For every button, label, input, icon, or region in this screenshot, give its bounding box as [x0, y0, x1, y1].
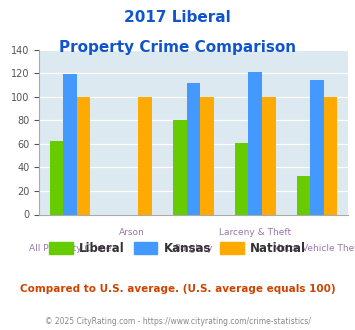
Bar [248, 72, 262, 215]
Bar [262, 97, 275, 214]
Bar [63, 74, 77, 215]
Bar [324, 97, 337, 214]
Bar [50, 142, 63, 214]
Bar [297, 176, 310, 214]
Text: Compared to U.S. average. (U.S. average equals 100): Compared to U.S. average. (U.S. average … [20, 284, 335, 294]
Text: 2017 Liberal: 2017 Liberal [124, 10, 231, 25]
Text: All Property Crime: All Property Crime [29, 244, 111, 253]
Text: © 2025 CityRating.com - https://www.cityrating.com/crime-statistics/: © 2025 CityRating.com - https://www.city… [45, 317, 310, 326]
Bar [138, 97, 152, 214]
Bar [200, 97, 214, 214]
Text: Arson: Arson [119, 228, 144, 237]
Text: Motor Vehicle Theft: Motor Vehicle Theft [273, 244, 355, 253]
Text: Burglary: Burglary [174, 244, 213, 253]
Bar [310, 80, 324, 214]
Bar [173, 120, 187, 214]
Bar [235, 143, 248, 214]
Bar [187, 82, 200, 214]
Text: Property Crime Comparison: Property Crime Comparison [59, 40, 296, 54]
Text: Larceny & Theft: Larceny & Theft [219, 228, 291, 237]
Bar [77, 97, 90, 214]
Legend: Liberal, Kansas, National: Liberal, Kansas, National [44, 237, 311, 260]
